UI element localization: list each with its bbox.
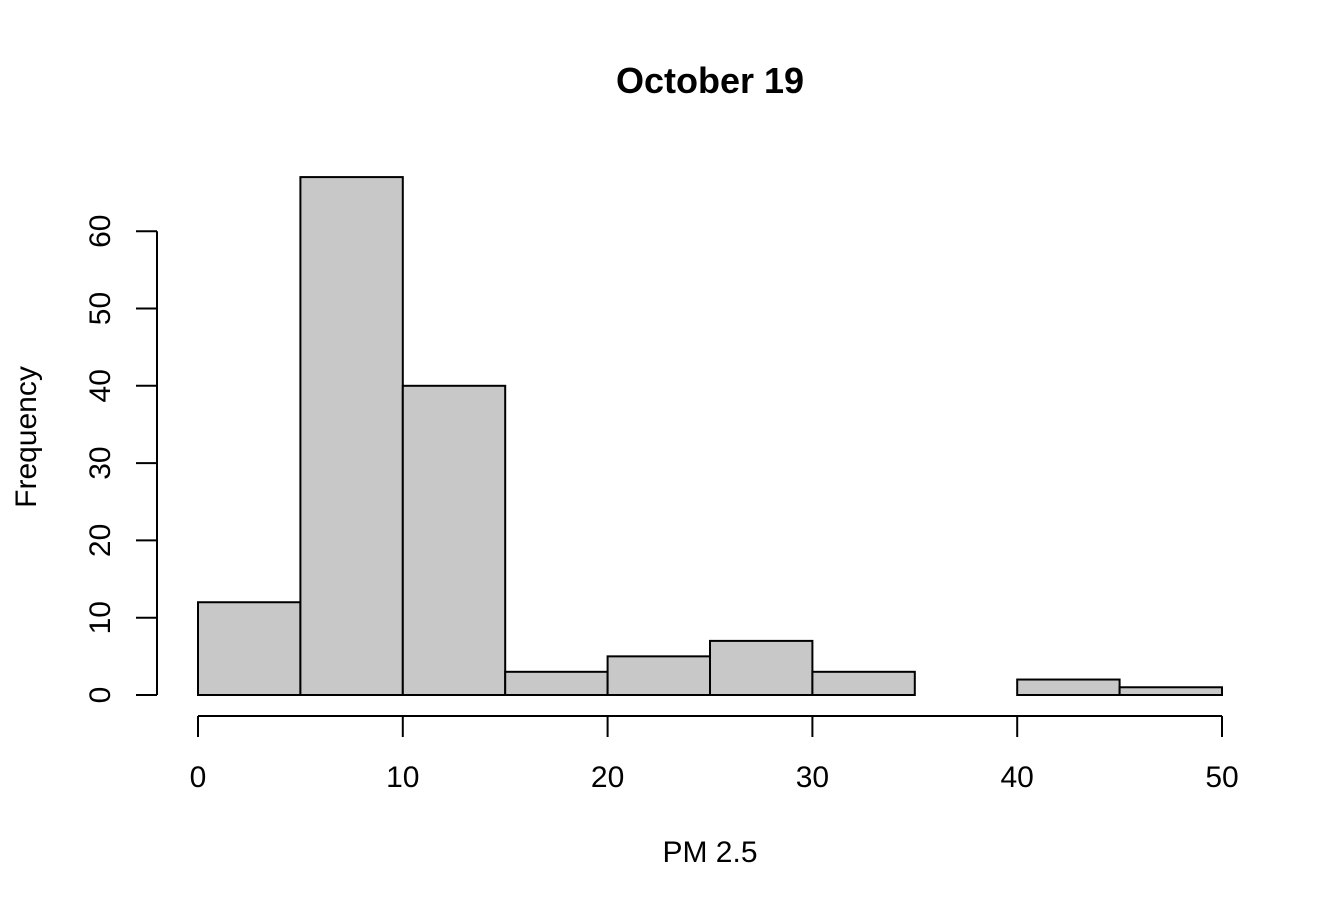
x-tick-label: 10 bbox=[386, 761, 419, 794]
x-tick-label: 40 bbox=[1001, 761, 1034, 794]
x-tick-label: 30 bbox=[796, 761, 829, 794]
y-tick-label: 60 bbox=[84, 215, 117, 248]
y-tick-label: 0 bbox=[84, 687, 117, 704]
y-tick-label: 20 bbox=[84, 524, 117, 557]
y-axis: 0 10 20 30 40 50 60 bbox=[84, 215, 158, 704]
histogram-bar bbox=[1016, 678, 1121, 696]
x-tick-label: 50 bbox=[1205, 761, 1238, 794]
x-tick-label: 0 bbox=[190, 761, 207, 794]
y-axis-label: Frequency bbox=[10, 366, 43, 508]
y-tick-label: 50 bbox=[84, 292, 117, 325]
y-tick-label: 10 bbox=[84, 601, 117, 634]
x-axis-label: PM 2.5 bbox=[662, 836, 757, 869]
histogram-bars bbox=[197, 176, 1223, 697]
histogram-bar bbox=[1118, 686, 1223, 697]
y-tick-label: 40 bbox=[84, 369, 117, 402]
y-tick-label: 30 bbox=[84, 446, 117, 479]
histogram-bar bbox=[197, 601, 302, 696]
histogram-bar bbox=[401, 384, 507, 696]
histogram-bar bbox=[606, 655, 711, 696]
histogram-bar bbox=[504, 670, 609, 696]
x-tick-label: 20 bbox=[591, 761, 624, 794]
chart-title: October 19 bbox=[616, 60, 804, 101]
histogram-bar bbox=[811, 670, 916, 696]
x-axis: 0 10 20 30 40 50 bbox=[190, 715, 1239, 794]
histogram-bar bbox=[709, 639, 814, 697]
histogram-bar bbox=[299, 176, 404, 696]
